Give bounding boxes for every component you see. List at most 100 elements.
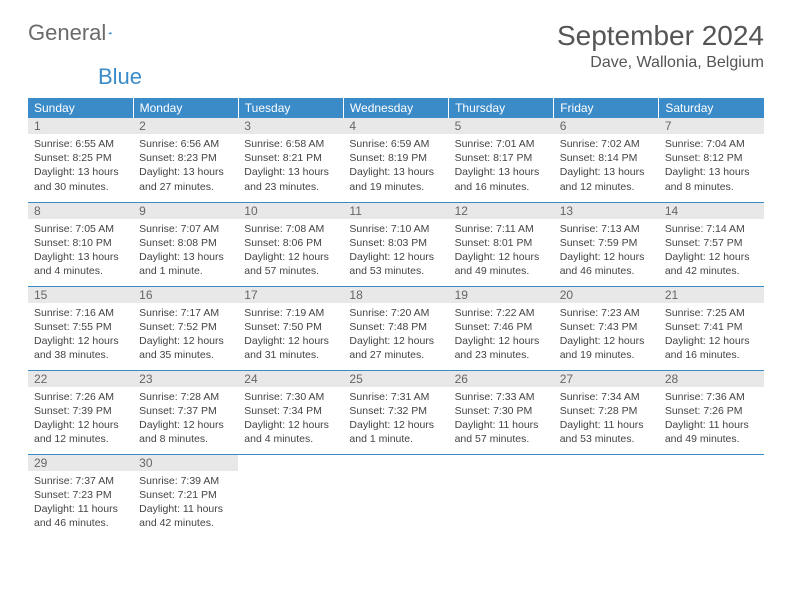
calendar-day-cell: 30Sunrise: 7:39 AMSunset: 7:21 PMDayligh… [133,454,238,538]
calendar-day-cell: 3Sunrise: 6:58 AMSunset: 8:21 PMDaylight… [238,118,343,202]
calendar-day-cell: 9Sunrise: 7:07 AMSunset: 8:08 PMDaylight… [133,202,238,286]
day-details: Sunrise: 7:17 AMSunset: 7:52 PMDaylight:… [133,303,238,366]
day-number: 27 [554,371,659,387]
day-number: 26 [449,371,554,387]
calendar-day-cell: . [238,454,343,538]
day-number: 7 [659,118,764,134]
calendar-day-cell: . [554,454,659,538]
calendar-day-cell: 7Sunrise: 7:04 AMSunset: 8:12 PMDaylight… [659,118,764,202]
day-number: 6 [554,118,659,134]
calendar-table: SundayMondayTuesdayWednesdayThursdayFrid… [28,98,764,538]
day-number: 1 [28,118,133,134]
weekday-header: Wednesday [343,98,448,118]
day-number: 22 [28,371,133,387]
day-details: Sunrise: 7:11 AMSunset: 8:01 PMDaylight:… [449,219,554,282]
day-details: Sunrise: 7:34 AMSunset: 7:28 PMDaylight:… [554,387,659,450]
calendar-day-cell: 17Sunrise: 7:19 AMSunset: 7:50 PMDayligh… [238,286,343,370]
day-number: 28 [659,371,764,387]
logo: General [28,20,130,46]
day-details: Sunrise: 7:20 AMSunset: 7:48 PMDaylight:… [343,303,448,366]
day-number: 2 [133,118,238,134]
weekday-header-row: SundayMondayTuesdayWednesdayThursdayFrid… [28,98,764,118]
weekday-header: Tuesday [238,98,343,118]
day-details: Sunrise: 7:31 AMSunset: 7:32 PMDaylight:… [343,387,448,450]
day-number: 13 [554,203,659,219]
day-details: Sunrise: 7:02 AMSunset: 8:14 PMDaylight:… [554,134,659,197]
day-number: 14 [659,203,764,219]
calendar-day-cell: 1Sunrise: 6:55 AMSunset: 8:25 PMDaylight… [28,118,133,202]
day-details: Sunrise: 7:07 AMSunset: 8:08 PMDaylight:… [133,219,238,282]
calendar-week-row: 1Sunrise: 6:55 AMSunset: 8:25 PMDaylight… [28,118,764,202]
day-details: Sunrise: 7:10 AMSunset: 8:03 PMDaylight:… [343,219,448,282]
calendar-day-cell: 28Sunrise: 7:36 AMSunset: 7:26 PMDayligh… [659,370,764,454]
logo-text-general: General [28,20,106,46]
day-number: 9 [133,203,238,219]
calendar-day-cell: 29Sunrise: 7:37 AMSunset: 7:23 PMDayligh… [28,454,133,538]
calendar-week-row: 29Sunrise: 7:37 AMSunset: 7:23 PMDayligh… [28,454,764,538]
day-number: 17 [238,287,343,303]
day-details: Sunrise: 7:08 AMSunset: 8:06 PMDaylight:… [238,219,343,282]
calendar-day-cell: 26Sunrise: 7:33 AMSunset: 7:30 PMDayligh… [449,370,554,454]
day-details: Sunrise: 6:55 AMSunset: 8:25 PMDaylight:… [28,134,133,197]
month-title: September 2024 [557,20,764,52]
day-number: 12 [449,203,554,219]
calendar-week-row: 15Sunrise: 7:16 AMSunset: 7:55 PMDayligh… [28,286,764,370]
calendar-body: 1Sunrise: 6:55 AMSunset: 8:25 PMDaylight… [28,118,764,538]
day-details: Sunrise: 7:33 AMSunset: 7:30 PMDaylight:… [449,387,554,450]
day-number: 21 [659,287,764,303]
calendar-day-cell: . [659,454,764,538]
day-number: 11 [343,203,448,219]
day-details: Sunrise: 7:26 AMSunset: 7:39 PMDaylight:… [28,387,133,450]
calendar-day-cell: 15Sunrise: 7:16 AMSunset: 7:55 PMDayligh… [28,286,133,370]
weekday-header: Friday [554,98,659,118]
day-details: Sunrise: 7:19 AMSunset: 7:50 PMDaylight:… [238,303,343,366]
weekday-header: Saturday [659,98,764,118]
calendar-day-cell: . [343,454,448,538]
calendar-day-cell: . [449,454,554,538]
calendar-day-cell: 4Sunrise: 6:59 AMSunset: 8:19 PMDaylight… [343,118,448,202]
logo-text-blue: Blue [98,64,792,90]
day-details: Sunrise: 7:16 AMSunset: 7:55 PMDaylight:… [28,303,133,366]
day-details: Sunrise: 6:56 AMSunset: 8:23 PMDaylight:… [133,134,238,197]
day-number: 3 [238,118,343,134]
day-number: 15 [28,287,133,303]
day-details: Sunrise: 7:14 AMSunset: 7:57 PMDaylight:… [659,219,764,282]
day-number: 16 [133,287,238,303]
day-details: Sunrise: 7:28 AMSunset: 7:37 PMDaylight:… [133,387,238,450]
day-number: 8 [28,203,133,219]
calendar-week-row: 22Sunrise: 7:26 AMSunset: 7:39 PMDayligh… [28,370,764,454]
day-number: 23 [133,371,238,387]
calendar-day-cell: 16Sunrise: 7:17 AMSunset: 7:52 PMDayligh… [133,286,238,370]
weekday-header: Sunday [28,98,133,118]
weekday-header: Monday [133,98,238,118]
day-number: 25 [343,371,448,387]
calendar-week-row: 8Sunrise: 7:05 AMSunset: 8:10 PMDaylight… [28,202,764,286]
calendar-day-cell: 10Sunrise: 7:08 AMSunset: 8:06 PMDayligh… [238,202,343,286]
calendar-day-cell: 22Sunrise: 7:26 AMSunset: 7:39 PMDayligh… [28,370,133,454]
calendar-day-cell: 21Sunrise: 7:25 AMSunset: 7:41 PMDayligh… [659,286,764,370]
day-details: Sunrise: 7:25 AMSunset: 7:41 PMDaylight:… [659,303,764,366]
day-details: Sunrise: 7:01 AMSunset: 8:17 PMDaylight:… [449,134,554,197]
calendar-day-cell: 19Sunrise: 7:22 AMSunset: 7:46 PMDayligh… [449,286,554,370]
day-number: 30 [133,455,238,471]
day-number: 20 [554,287,659,303]
calendar-day-cell: 20Sunrise: 7:23 AMSunset: 7:43 PMDayligh… [554,286,659,370]
day-details: Sunrise: 7:36 AMSunset: 7:26 PMDaylight:… [659,387,764,450]
day-number: 24 [238,371,343,387]
day-number: 5 [449,118,554,134]
day-details: Sunrise: 7:23 AMSunset: 7:43 PMDaylight:… [554,303,659,366]
day-details: Sunrise: 6:58 AMSunset: 8:21 PMDaylight:… [238,134,343,197]
day-number: 10 [238,203,343,219]
calendar-day-cell: 12Sunrise: 7:11 AMSunset: 8:01 PMDayligh… [449,202,554,286]
day-details: Sunrise: 7:30 AMSunset: 7:34 PMDaylight:… [238,387,343,450]
calendar-day-cell: 8Sunrise: 7:05 AMSunset: 8:10 PMDaylight… [28,202,133,286]
day-details: Sunrise: 7:13 AMSunset: 7:59 PMDaylight:… [554,219,659,282]
day-details: Sunrise: 7:04 AMSunset: 8:12 PMDaylight:… [659,134,764,197]
day-number: 18 [343,287,448,303]
calendar-day-cell: 25Sunrise: 7:31 AMSunset: 7:32 PMDayligh… [343,370,448,454]
calendar-day-cell: 24Sunrise: 7:30 AMSunset: 7:34 PMDayligh… [238,370,343,454]
calendar-day-cell: 23Sunrise: 7:28 AMSunset: 7:37 PMDayligh… [133,370,238,454]
day-number: 4 [343,118,448,134]
day-details: Sunrise: 7:22 AMSunset: 7:46 PMDaylight:… [449,303,554,366]
day-details: Sunrise: 7:39 AMSunset: 7:21 PMDaylight:… [133,471,238,534]
